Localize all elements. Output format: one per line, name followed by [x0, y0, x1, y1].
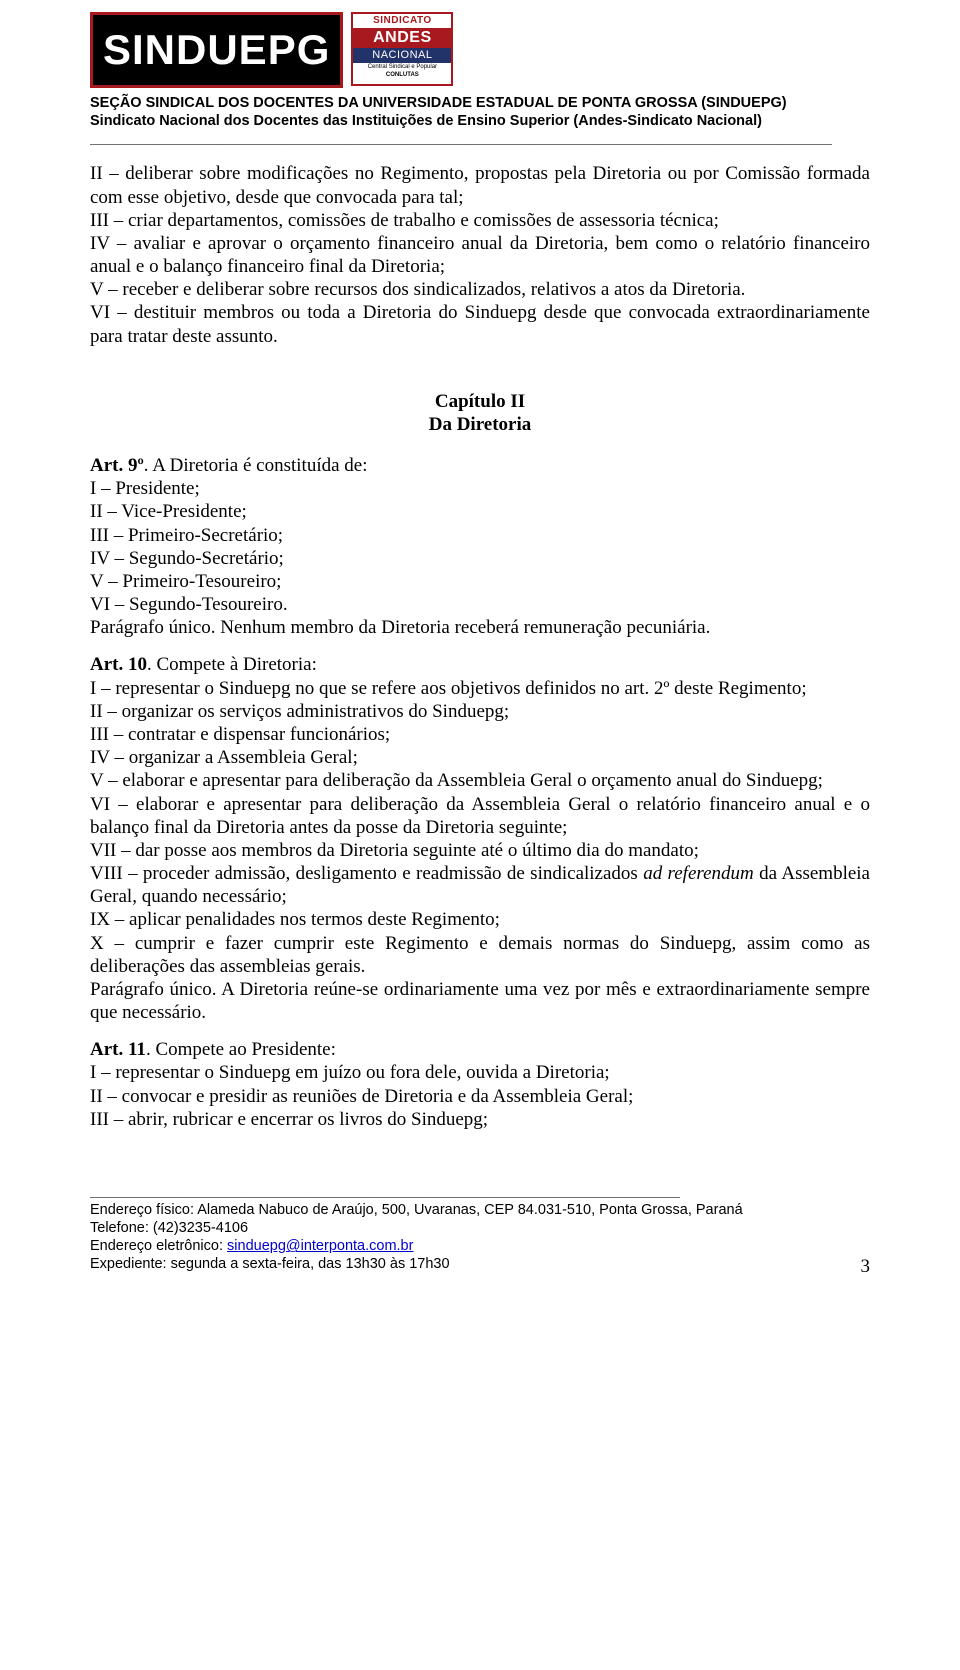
logo-andes-sub: Central Sindical e Popular — [353, 63, 451, 71]
art11-lead-bold: Art. 11 — [90, 1039, 146, 1060]
art10-paragraf: Parágrafo único. A Diretoria reúne-se or… — [90, 978, 870, 1024]
header-rule: ________________________________________… — [90, 130, 870, 148]
document-body: II – deliberar sobre modificações no Reg… — [90, 162, 870, 1131]
art9-v: V – Primeiro-Tesoureiro; — [90, 570, 870, 593]
header-line2: Sindicato Nacional dos Docentes das Inst… — [90, 112, 870, 130]
art10-lead: Art. 10. Compete à Diretoria: — [90, 653, 870, 676]
chapter-heading: Capítulo II Da Diretoria — [90, 390, 870, 436]
para-iv: IV – avaliar e aprovar o orçamento finan… — [90, 232, 870, 278]
art10-viii-a: VIII – proceder admissão, desligamento e… — [90, 863, 643, 884]
art9-lead-bold: Art. 9º — [90, 455, 144, 476]
footer-block: ________________________________________… — [90, 1183, 870, 1278]
art9-ii: II – Vice-Presidente; — [90, 500, 870, 523]
art9-paragraf: Parágrafo único. Nenhum membro da Direto… — [90, 616, 870, 639]
footer-email-line: Endereço eletrônico: sinduepg@interponta… — [90, 1237, 870, 1255]
art10-viii: VIII – proceder admissão, desligamento e… — [90, 862, 870, 908]
para-iii: III – criar departamentos, comissões de … — [90, 209, 870, 232]
chapter-line2: Da Diretoria — [90, 413, 870, 436]
art10-v: V – elaborar e apresentar para deliberaç… — [90, 769, 870, 792]
logo-andes-bot: NACIONAL — [353, 48, 451, 63]
footer-addr: Endereço físico: Alameda Nabuco de Araúj… — [90, 1201, 870, 1219]
art10-block: Art. 10. Compete à Diretoria: I – repres… — [90, 653, 870, 1024]
logo-andes-mid: ANDES — [353, 28, 451, 48]
footer-email-link[interactable]: sinduepg@interponta.com.br — [227, 1238, 413, 1254]
art10-ix: IX – aplicar penalidades nos termos dest… — [90, 908, 870, 931]
logo-andes-conlutas: CONLUTAS — [353, 71, 451, 79]
art9-iv: IV – Segundo-Secretário; — [90, 547, 870, 570]
para-ii: II – deliberar sobre modificações no Reg… — [90, 162, 870, 208]
art10-ii: II – organizar os serviços administrativ… — [90, 700, 870, 723]
footer-rule: ________________________________________… — [90, 1183, 680, 1201]
para-v: V – receber e deliberar sobre recursos d… — [90, 278, 870, 301]
art9-i: I – Presidente; — [90, 477, 870, 500]
art9-vi: VI – Segundo-Tesoureiro. — [90, 593, 870, 616]
art10-viii-it: ad referendum — [643, 863, 754, 884]
art10-vi: VI – elaborar e apresentar para delibera… — [90, 793, 870, 839]
logo-andes-top: SINDICATO — [353, 14, 451, 28]
art10-lead-rest: . Compete à Diretoria: — [147, 654, 317, 675]
art9-block: Art. 9º. A Diretoria é constituída de: I… — [90, 454, 870, 639]
art9-lead-rest: . A Diretoria é constituída de: — [144, 455, 368, 476]
art10-lead-bold: Art. 10 — [90, 654, 147, 675]
art10-iii: III – contratar e dispensar funcionários… — [90, 723, 870, 746]
header-block: SEÇÃO SINDICAL DOS DOCENTES DA UNIVERSID… — [90, 94, 870, 148]
logo-block: SINDUEPG SINDICATO ANDES NACIONAL Centra… — [90, 12, 870, 88]
art11-i: I – representar o Sinduepg em juízo ou f… — [90, 1061, 870, 1084]
footer-email-label: Endereço eletrônico: — [90, 1238, 227, 1254]
art11-lead-rest: . Compete ao Presidente: — [146, 1039, 336, 1060]
art11-iii: III – abrir, rubricar e encerrar os livr… — [90, 1108, 870, 1131]
logo-sinduepg-text: SINDUEPG — [103, 24, 330, 75]
art10-i: I – representar o Sinduepg no que se ref… — [90, 677, 870, 700]
chapter-line1: Capítulo II — [90, 390, 870, 413]
art10-x: X – cumprir e fazer cumprir este Regimen… — [90, 932, 870, 978]
art11-lead: Art. 11. Compete ao Presidente: — [90, 1038, 870, 1061]
art10-vii: VII – dar posse aos membros da Diretoria… — [90, 839, 870, 862]
para-vi: VI – destituir membros ou toda a Diretor… — [90, 301, 870, 347]
art11-ii: II – convocar e presidir as reuniões de … — [90, 1085, 870, 1108]
art11-block: Art. 11. Compete ao Presidente: I – repr… — [90, 1038, 870, 1131]
art9-iii: III – Primeiro-Secretário; — [90, 524, 870, 547]
footer-phone: Telefone: (42)3235-4106 — [90, 1219, 870, 1237]
header-line1: SEÇÃO SINDICAL DOS DOCENTES DA UNIVERSID… — [90, 94, 870, 112]
art9-lead: Art. 9º. A Diretoria é constituída de: — [90, 454, 870, 477]
logo-sinduepg: SINDUEPG — [90, 12, 343, 88]
logo-andes: SINDICATO ANDES NACIONAL Central Sindica… — [351, 12, 453, 86]
art10-iv: IV – organizar a Assembleia Geral; — [90, 746, 870, 769]
section-continued: II – deliberar sobre modificações no Reg… — [90, 162, 870, 347]
